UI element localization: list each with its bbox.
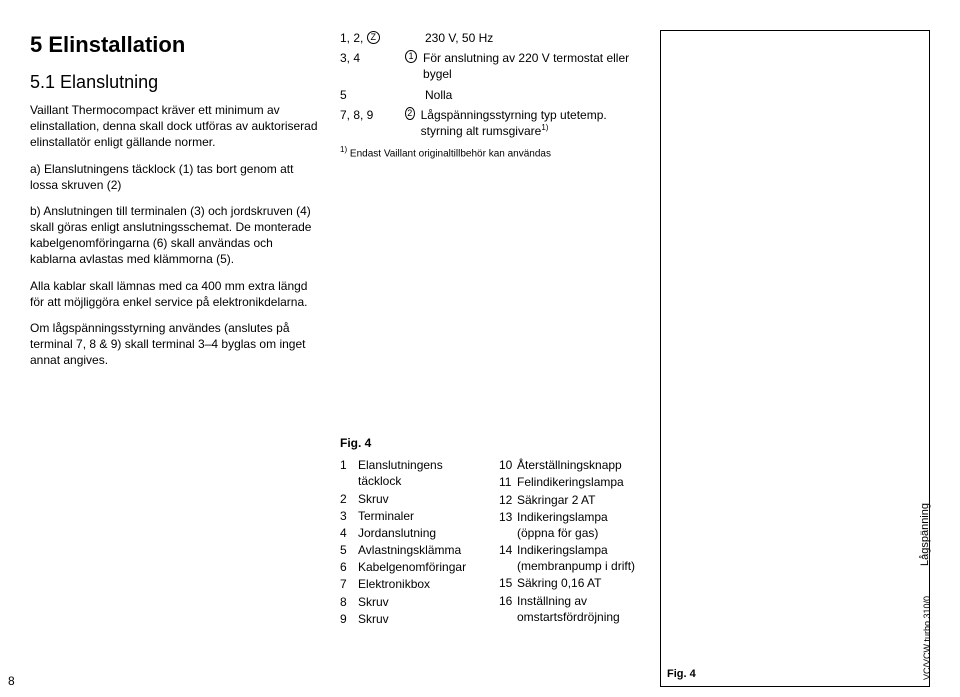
side-label: Lågspänning [918, 503, 933, 566]
legend-row: 15Säkring 0,16 AT [499, 575, 640, 591]
page: 5 Elinstallation 5.1 Elanslutning Vailla… [0, 0, 960, 697]
column-left: 5 Elinstallation 5.1 Elanslutning Vailla… [30, 30, 320, 687]
paragraph: Vaillant Thermocompact kräver ett minimu… [30, 102, 320, 151]
section-heading: 5 Elinstallation [30, 30, 320, 60]
legend-column: 1Elanslutningens täcklock 2Skruv 3Termin… [340, 457, 481, 628]
legend-row: 14Indikeringslampa (membranpump i drift) [499, 542, 640, 574]
terminal-row: 7, 8, 9 2 Lågspänningsstyrning typ utete… [340, 107, 640, 139]
paragraph: Om lågspänningsstyrning användes (anslut… [30, 320, 320, 369]
figure-box: Lågspänning VC/VCW turbo 310/0 Fig. 4 [660, 30, 930, 687]
legend-row: 3Terminaler [340, 508, 481, 524]
subsection-heading: 5.1 Elanslutning [30, 70, 320, 94]
paragraph: a) Elanslutningens täcklock (1) tas bort… [30, 161, 320, 193]
legend-row: 16Inställning av omstartsfördröjning [499, 593, 640, 625]
terminal-value: 1 För anslutning av 220 V termostat elle… [405, 50, 640, 82]
subsection-title: Elanslutning [60, 72, 158, 92]
subsection-number: 5.1 [30, 72, 55, 92]
circled-number-icon: 2 [405, 107, 415, 120]
circled-letter-icon: Z [367, 31, 380, 44]
figure-side-labels: Lågspänning VC/VCW turbo 310/0 [918, 503, 933, 680]
terminal-key: 5 [340, 87, 405, 103]
terminal-key: 1, 2, Z [340, 30, 405, 46]
spacer [340, 161, 640, 421]
legend-row: 12Säkringar 2 AT [499, 492, 640, 508]
terminal-row: 1, 2, Z 230 V, 50 Hz [340, 30, 640, 46]
page-number: 8 [8, 673, 15, 689]
circled-number-icon: 1 [405, 50, 417, 63]
terminal-value: Nolla [405, 87, 640, 103]
terminal-row: 5 Nolla [340, 87, 640, 103]
legend-row: 10Återställningsknapp [499, 457, 640, 473]
terminal-table: 1, 2, Z 230 V, 50 Hz 3, 4 1 För anslutni… [340, 30, 640, 139]
legend-row: 9Skruv [340, 611, 481, 627]
legend-row: 6Kabelgenomföringar [340, 559, 481, 575]
side-label: VC/VCW turbo 310/0 [921, 596, 933, 680]
legend-row: 2Skruv [340, 491, 481, 507]
legend-row: 11Felindikeringslampa [499, 474, 640, 490]
terminal-row: 3, 4 1 För anslutning av 220 V termostat… [340, 50, 640, 82]
terminal-value: 2 Lågspänningsstyrning typ utetemp. styr… [405, 107, 640, 139]
figure-label: Fig. 4 [667, 667, 696, 682]
figure-label: Fig. 4 [340, 435, 640, 451]
terminal-key: 7, 8, 9 [340, 107, 405, 139]
terminal-value: 230 V, 50 Hz [405, 30, 640, 46]
figure-legend: 1Elanslutningens täcklock 2Skruv 3Termin… [340, 457, 640, 628]
legend-row: 7Elektronikbox [340, 576, 481, 592]
legend-row: 4Jordanslutning [340, 525, 481, 541]
paragraph: b) Anslutningen till terminalen (3) och … [30, 203, 320, 268]
legend-row: 1Elanslutningens täcklock [340, 457, 481, 489]
legend-row: 5Avlastningsklämma [340, 542, 481, 558]
section-number: 5 [30, 32, 42, 57]
section-title: Elinstallation [48, 32, 185, 57]
legend-column: 10Återställningsknapp 11Felindikeringsla… [499, 457, 640, 628]
legend-row: 13Indikeringslampa (öppna för gas) [499, 509, 640, 541]
terminal-key: 3, 4 [340, 50, 405, 82]
paragraph: Alla kablar skall lämnas med ca 400 mm e… [30, 278, 320, 310]
legend-row: 8Skruv [340, 594, 481, 610]
column-middle: 1, 2, Z 230 V, 50 Hz 3, 4 1 För anslutni… [340, 30, 640, 687]
footnote: 1) Endast Vaillant originaltillbehör kan… [340, 145, 640, 161]
